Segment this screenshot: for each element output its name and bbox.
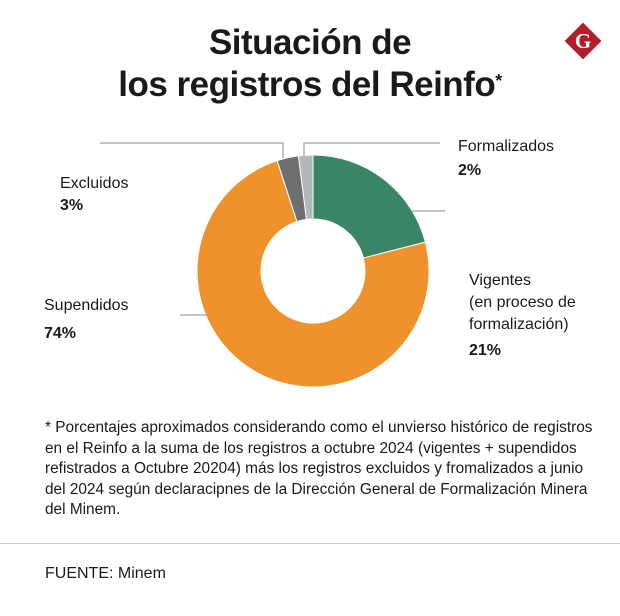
label-name-2: (en proceso de — [469, 294, 576, 311]
chart-title: Situación de los registros del Reinfo* — [0, 22, 620, 106]
slice-supendidos — [196, 160, 430, 388]
leader-line-excluidos — [100, 142, 284, 158]
title-text: los registros del Reinfo — [118, 65, 496, 104]
label-value: 74% — [44, 325, 77, 342]
label-excluidos: Excluidos 3% — [60, 173, 128, 217]
divider — [0, 543, 620, 544]
label-name: Formalizados — [458, 138, 555, 155]
slice-formalizados — [297, 154, 314, 220]
title-line-1: Situación de — [208, 23, 412, 62]
label-value: 2% — [458, 162, 482, 179]
svg-text:G: G — [575, 29, 591, 53]
title-asterisk: * — [495, 71, 502, 91]
slice-vigentes — [312, 154, 426, 259]
label-name: Vigentes — [469, 272, 531, 289]
label-name: Excluidos — [60, 175, 129, 192]
label-name-3: formalización) — [469, 316, 569, 333]
label-vigentes: Vigentes (en proceso de formalización) 2… — [469, 270, 576, 362]
title-line-2: los registros del Reinfo* — [0, 64, 620, 106]
label-value: 21% — [469, 342, 502, 359]
leader-line-formalizados — [303, 142, 440, 156]
label-name: Supendidos — [44, 297, 129, 314]
label-formalizados: Formalizados 2% — [458, 136, 554, 182]
label-value: 3% — [60, 197, 84, 214]
label-suspendidos: Supendidos 74% — [44, 295, 129, 345]
logo-g-icon: G — [564, 22, 602, 60]
source: FUENTE: Minem — [45, 565, 166, 582]
footnote: * Porcentajes aproximados considerando c… — [45, 419, 593, 518]
